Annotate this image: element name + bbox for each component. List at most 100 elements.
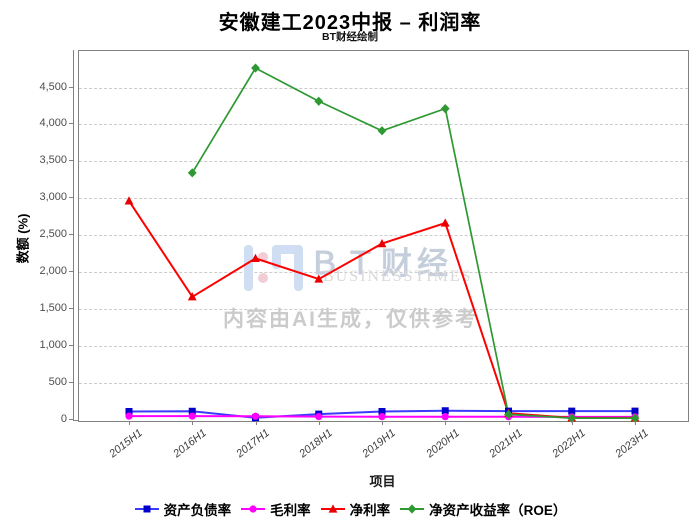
x-tick-label: 2022H1 (550, 427, 589, 461)
circle-icon (249, 505, 257, 513)
x-tick-label: 2017H1 (234, 427, 272, 461)
y-axis-tick (69, 197, 73, 199)
legend-label: 资产负债率 (163, 503, 232, 518)
series-layer (124, 63, 640, 423)
series-1-marker (188, 412, 196, 420)
gridline (79, 308, 688, 310)
series-0-marker (441, 407, 449, 415)
legend-item-1: 毛利率 (240, 499, 311, 519)
x-tick-label: 2021H1 (487, 427, 525, 461)
series-2-marker (124, 196, 134, 205)
series-1-marker (315, 412, 323, 421)
legend-item-2: 净利率 (320, 499, 391, 519)
y-tick-label: 4,000 (39, 117, 67, 130)
y-tick-label: 3,500 (39, 154, 67, 167)
x-axis-tick (129, 421, 130, 425)
series-2-marker (377, 239, 387, 248)
series-0-marker (188, 407, 196, 415)
gridline (79, 382, 688, 384)
legend-item-3: 净资产收益率（ROE） (399, 499, 566, 519)
y-axis-tick (69, 418, 73, 420)
watermark-brand-cn: ＢＴ财经 (309, 246, 453, 281)
y-axis-title: 数额 (%) (15, 213, 31, 264)
y-axis-tick (69, 160, 73, 162)
series-3-marker (440, 104, 450, 114)
watermark-logo-bar-icon (244, 245, 253, 291)
chart-subtitle: BT财经绘制 (322, 31, 378, 43)
series-3-marker (630, 413, 640, 423)
y-tick-label: 4,500 (39, 80, 67, 93)
gridline (79, 235, 688, 237)
y-axis-tick (69, 381, 73, 383)
series-line-2 (128, 200, 635, 419)
circle-legend-marker-icon (241, 505, 266, 513)
series-3-marker (187, 168, 197, 178)
y-axis-line (73, 50, 74, 421)
y-axis-tick (69, 270, 73, 272)
x-axis-tick (318, 421, 320, 425)
gridline (79, 87, 688, 89)
y-tick-label: 3,000 (39, 191, 67, 204)
x-tick-label: 2016H1 (170, 427, 209, 461)
x-tick-label: 2018H1 (297, 427, 336, 461)
watermark-logo-arch-icon (272, 245, 303, 254)
y-tick-label: 2,500 (39, 228, 67, 241)
diamond-legend-marker-icon (400, 504, 425, 514)
series-2-marker (187, 292, 197, 301)
y-axis-tick (69, 123, 73, 125)
series-3-marker (567, 413, 577, 423)
gridline (79, 161, 688, 163)
x-tick-label: 2015H1 (107, 427, 146, 461)
x-tick-label: 2019H1 (360, 427, 399, 461)
square-legend-marker-icon (134, 505, 159, 513)
y-tick-label: 1,000 (39, 338, 67, 351)
legend-label: 净利率 (349, 503, 391, 518)
gridline (79, 271, 688, 273)
watermark-brand-en: BUSINESSTIMES (323, 268, 473, 285)
y-tick-label: 1,500 (39, 301, 67, 314)
watermark-logo-dot-icon (258, 252, 268, 262)
series-1-marker (125, 412, 133, 420)
series-3-marker (504, 409, 513, 420)
legend-label: 净资产收益率（ROE） (429, 503, 567, 518)
x-axis-tick (635, 421, 636, 425)
watermark-logo-arch-icon (272, 250, 281, 269)
watermark-logo-arch-icon (294, 250, 303, 291)
series-2-marker (251, 253, 260, 263)
series-0-marker (568, 407, 576, 415)
legend-item-0: 资产负债率 (134, 499, 232, 519)
square-icon (143, 505, 151, 513)
x-axis-tick (255, 421, 257, 425)
series-1-marker (441, 413, 449, 421)
gridline (79, 345, 688, 347)
x-axis-tick (382, 421, 383, 425)
series-3-marker (377, 126, 387, 136)
series-0-marker (378, 407, 386, 415)
plot-area (78, 50, 689, 422)
y-axis-tick (69, 86, 73, 88)
gridline (79, 198, 688, 200)
x-axis-title: 项目 (369, 474, 396, 489)
y-tick-label: 500 (48, 375, 67, 388)
diamond-icon (407, 504, 417, 514)
series-3-marker (314, 96, 324, 106)
series-2-marker (440, 218, 450, 227)
series-markers (124, 63, 640, 423)
x-axis-tick (508, 421, 510, 425)
y-tick-label: 2,000 (39, 264, 67, 277)
chart-legend: 资产负债率 毛利率 净利率 净资产收益率（ROE） (0, 499, 700, 519)
series-2-marker (314, 274, 324, 283)
legend-label: 毛利率 (270, 503, 311, 518)
x-tick-label: 2020H1 (423, 427, 462, 461)
y-axis-tick (69, 234, 73, 236)
watermark-logo-dot-icon (258, 273, 268, 283)
x-tick-label: 2023H1 (613, 427, 652, 461)
y-tick-label: 0 (60, 412, 67, 425)
chart-title: 安徽建工2023中报 – 利润率 (218, 12, 482, 34)
watermark-disclaimer: 内容由AI生成，仅供参考 (223, 308, 478, 331)
y-axis-tick (69, 307, 73, 309)
triangle-legend-marker-icon (320, 504, 345, 513)
series-line-3 (191, 66, 635, 419)
series-3-marker (251, 63, 260, 73)
y-axis-tick (69, 344, 73, 346)
